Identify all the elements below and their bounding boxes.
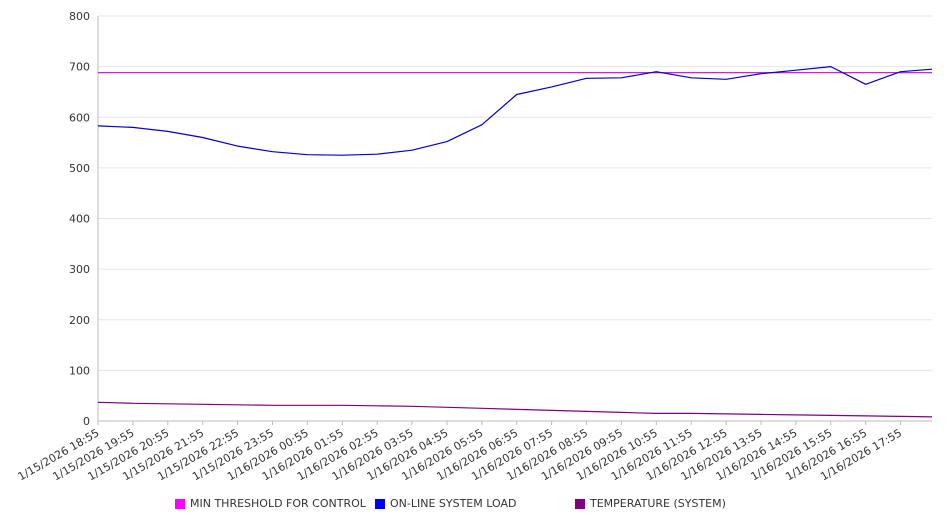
series-line-3 [97, 401, 933, 418]
y-tick-label: 300 [69, 263, 90, 276]
grid-lines [98, 15, 932, 371]
series-lines [97, 65, 933, 418]
y-tick-label: 600 [69, 111, 90, 124]
y-tick-label: 700 [69, 61, 90, 74]
legend-swatch-temperature [575, 498, 585, 509]
legend-item-min-threshold[interactable]: MIN THRESHOLD FOR CONTROL [175, 497, 366, 510]
y-tick-label: 400 [69, 213, 90, 226]
axes [97, 16, 932, 425]
y-axis-ticks: 0 100 200 300 400 500 600 700 800 [69, 10, 90, 428]
legend-label-temperature: TEMPERATURE (SYSTEM) [590, 497, 726, 510]
legend: MIN THRESHOLD FOR CONTROL ON-LINE SYSTEM… [0, 497, 946, 515]
legend-swatch-min-threshold [175, 498, 185, 509]
legend-item-temperature[interactable]: TEMPERATURE (SYSTEM) [575, 497, 726, 510]
y-tick-label: 100 [69, 364, 90, 377]
y-tick-label: 500 [69, 162, 90, 175]
y-tick-label: 200 [69, 314, 90, 327]
legend-swatch-system-load [375, 498, 385, 509]
legend-label-system-load: ON-LINE SYSTEM LOAD [390, 497, 517, 510]
legend-label-min-threshold: MIN THRESHOLD FOR CONTROL [190, 497, 366, 510]
legend-item-system-load[interactable]: ON-LINE SYSTEM LOAD [375, 497, 516, 510]
y-tick-label: 0 [83, 415, 90, 428]
y-tick-label: 800 [69, 10, 90, 23]
series-line-2 [97, 65, 933, 156]
x-axis-ticks: 1/15/2026 18:551/15/2026 19:551/15/2026 … [16, 426, 904, 483]
